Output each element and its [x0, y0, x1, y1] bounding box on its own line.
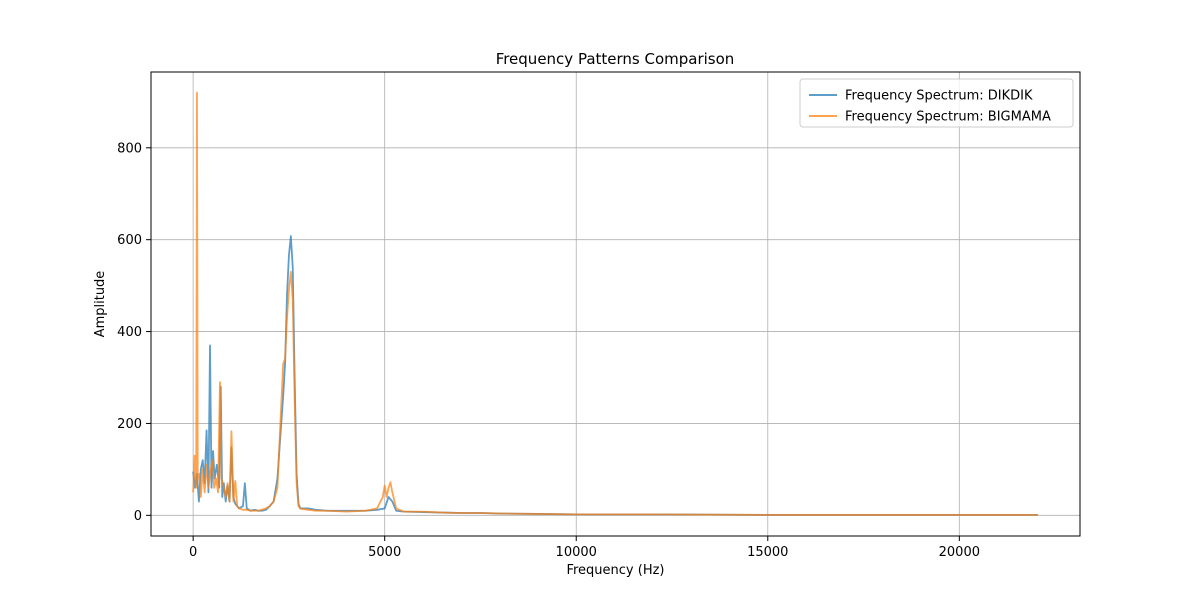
- y-tick-label: 600: [117, 233, 142, 248]
- chart-title: Frequency Patterns Comparison: [496, 50, 735, 68]
- legend: Frequency Spectrum: DIKDIK Frequency Spec…: [799, 78, 1074, 128]
- legend-label: Frequency Spectrum: DIKDIK: [845, 89, 1033, 104]
- y-tick-label: 200: [117, 417, 142, 432]
- axes-frame: [150, 71, 1081, 537]
- x-tick-label: 10000: [556, 545, 597, 560]
- x-axis-label: Frequency (Hz): [566, 563, 664, 578]
- series-layer: [192, 91, 1038, 516]
- y-axis-ticks: 0 200 400 600 800: [117, 141, 151, 524]
- legend-box: [799, 78, 1074, 128]
- y-axis-label: Amplitude: [93, 271, 108, 338]
- series-line-2: [192, 91, 1038, 516]
- y-tick-label: 400: [117, 325, 142, 340]
- x-tick-label: 5000: [368, 545, 401, 560]
- legend-label: Frequency Spectrum: BIGMAMA: [845, 110, 1051, 125]
- axes-background: [151, 72, 1080, 536]
- grid-lines: [151, 72, 1080, 536]
- y-tick-label: 800: [117, 141, 142, 156]
- x-tick-label: 15000: [747, 545, 788, 560]
- x-tick-label: 20000: [939, 545, 980, 560]
- x-axis-ticks: 0 5000 10000 15000 20000: [189, 536, 980, 560]
- plot-area: 0 5000 10000 15000 20000 0 200 400 600 800: [117, 71, 1081, 560]
- x-tick-label: 0: [189, 545, 197, 560]
- y-tick-label: 0: [134, 509, 142, 524]
